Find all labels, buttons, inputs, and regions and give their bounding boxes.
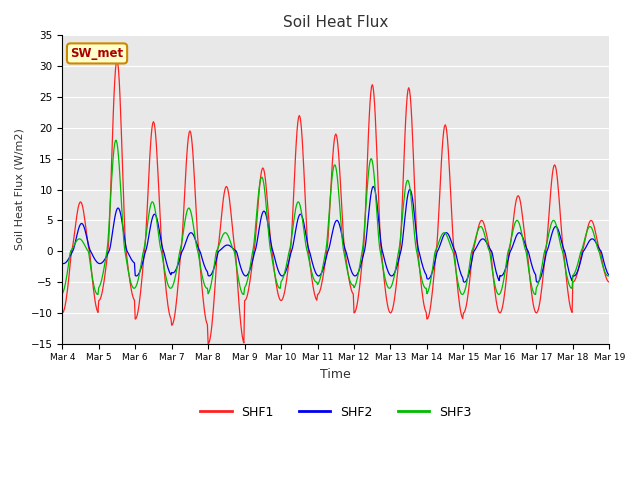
SHF2: [68, 249, 76, 255]
SHF2: [369, 184, 377, 190]
Title: Soil Heat Flux: Soil Heat Flux: [283, 15, 388, 30]
SHF3: [419, 281, 427, 287]
SHF3: [211, 263, 218, 268]
SHF1: [605, 279, 612, 285]
SHF3: [126, 276, 134, 282]
SHF1: [113, 57, 121, 63]
SHF1: [58, 310, 66, 316]
SHF1: [68, 246, 76, 252]
X-axis label: Time: Time: [321, 368, 351, 381]
SHF3: [403, 178, 411, 183]
SHF3: [605, 273, 612, 279]
SHF3: [113, 137, 120, 143]
Line: SHF2: SHF2: [62, 187, 609, 282]
SHF1: [211, 295, 218, 300]
SHF1: [180, 191, 188, 197]
SHF2: [403, 201, 410, 207]
SHF3: [94, 291, 102, 297]
SHF1: [419, 297, 427, 303]
SHF3: [68, 246, 76, 252]
SHF3: [58, 291, 66, 297]
SHF2: [460, 279, 468, 285]
SHF1: [204, 341, 212, 347]
SHF2: [125, 251, 132, 257]
SHF2: [180, 245, 188, 251]
Line: SHF3: SHF3: [62, 140, 609, 294]
SHF2: [419, 262, 426, 268]
SHF2: [209, 269, 216, 275]
Y-axis label: Soil Heat Flux (W/m2): Soil Heat Flux (W/m2): [15, 129, 25, 251]
SHF1: [403, 93, 411, 99]
Legend: SHF1, SHF2, SHF3: SHF1, SHF2, SHF3: [195, 401, 476, 424]
SHF2: [605, 272, 612, 277]
SHF2: [58, 261, 66, 266]
SHF1: [125, 273, 133, 279]
Line: SHF1: SHF1: [62, 60, 609, 344]
SHF3: [182, 216, 189, 222]
Text: SW_met: SW_met: [70, 47, 124, 60]
